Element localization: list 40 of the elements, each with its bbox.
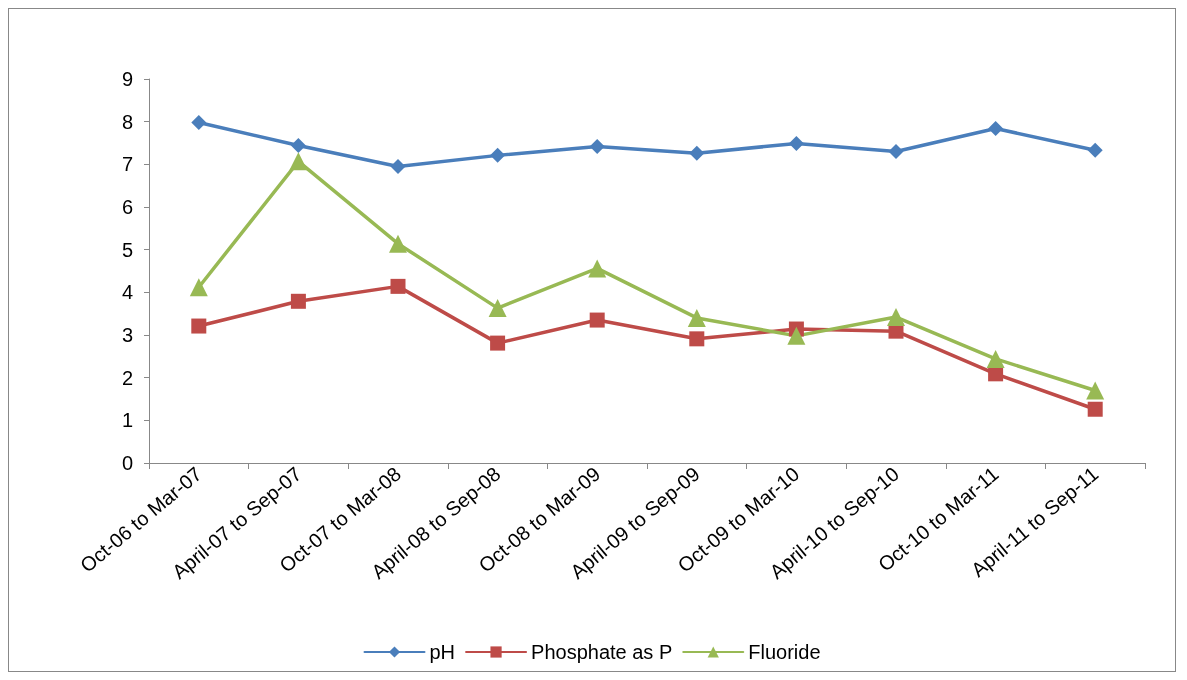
y-tick-label: 3 — [121, 324, 133, 346]
y-tick-label: 7 — [121, 153, 133, 176]
point — [490, 147, 506, 163]
point — [191, 115, 207, 131]
legend-label: Phosphate as P — [531, 641, 673, 663]
y-tick-label: 8 — [121, 110, 133, 133]
point — [687, 308, 706, 327]
y-tick-label: 6 — [121, 196, 133, 218]
point — [189, 278, 208, 297]
point — [290, 138, 306, 154]
point — [588, 259, 607, 278]
point — [289, 152, 308, 171]
point — [1086, 381, 1105, 400]
y-tick-label: 1 — [121, 409, 133, 432]
point — [1087, 401, 1103, 417]
point — [191, 318, 207, 334]
legend-label: pH — [429, 641, 456, 663]
point — [986, 349, 1005, 368]
point — [589, 312, 605, 328]
point — [887, 308, 905, 327]
point — [290, 293, 306, 309]
y-tick-label: 4 — [121, 281, 133, 304]
point — [787, 326, 806, 345]
y-tick-label: 9 — [121, 68, 133, 90]
point — [589, 138, 605, 154]
point — [988, 120, 1004, 136]
legend-label: Fluoride — [748, 641, 821, 663]
point — [788, 135, 804, 151]
point — [490, 335, 506, 351]
point — [488, 299, 507, 318]
y-tick-label: 0 — [121, 452, 133, 474]
point — [689, 331, 705, 347]
point — [390, 278, 406, 294]
point — [390, 158, 406, 174]
point — [689, 145, 705, 161]
point — [888, 144, 904, 160]
point — [1087, 142, 1103, 158]
point — [389, 234, 407, 253]
y-tick-label: 2 — [121, 366, 133, 389]
y-tick-label: 5 — [121, 238, 133, 261]
